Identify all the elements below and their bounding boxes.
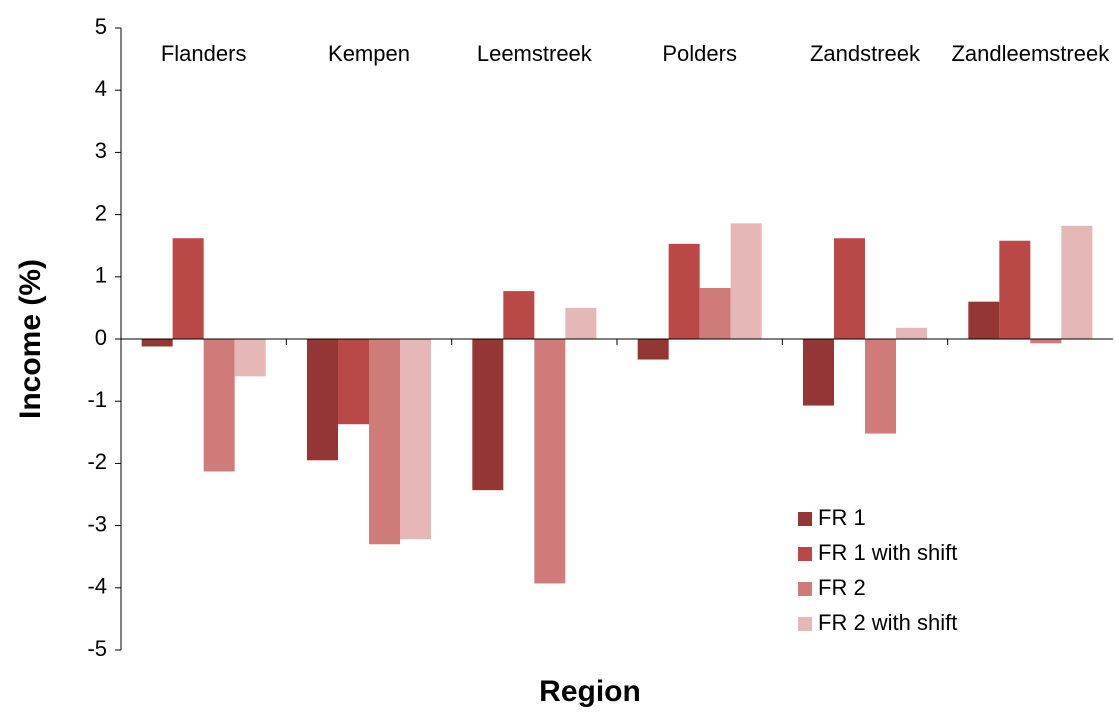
legend-label: FR 1: [818, 505, 866, 530]
bar: [503, 291, 535, 339]
y-tick-label: 3: [95, 138, 107, 163]
legend-swatch: [798, 617, 812, 631]
y-tick-label: 2: [95, 200, 107, 225]
category-label: Flanders: [161, 41, 247, 66]
bar: [369, 339, 400, 545]
y-tick-label: -5: [87, 636, 107, 661]
y-tick-label: -2: [87, 449, 107, 474]
bar: [1030, 339, 1062, 344]
x-axis-title: Region: [539, 675, 641, 708]
bar: [730, 223, 762, 339]
y-tick-label: 1: [95, 263, 107, 288]
y-axis-title: Income (%): [14, 259, 47, 419]
y-tick-label: -1: [87, 387, 107, 412]
bar: [534, 339, 566, 584]
bar: [999, 240, 1031, 339]
bar: [307, 339, 338, 461]
bar: [803, 339, 834, 406]
legend-swatch: [798, 547, 812, 561]
category-label: Polders: [662, 41, 737, 66]
bar: [1061, 225, 1093, 339]
category-label: Kempen: [328, 41, 410, 66]
bar: [141, 339, 173, 347]
bar: [865, 339, 896, 434]
legend-label: FR 1 with shift: [818, 540, 957, 565]
y-tick-label: 4: [95, 76, 107, 101]
category-label: Zandstreek: [810, 41, 921, 66]
y-tick-label: 5: [95, 14, 107, 39]
y-tick-label: -4: [87, 574, 107, 599]
category-label: Leemstreek: [477, 41, 593, 66]
bar: [172, 238, 204, 339]
bar: [234, 339, 266, 377]
bar: [896, 327, 927, 339]
category-label: Zandleemstreek: [951, 41, 1110, 66]
bar: [472, 339, 504, 491]
y-tick-label: 0: [95, 325, 107, 350]
legend-swatch: [798, 582, 812, 596]
legend-swatch: [798, 512, 812, 526]
bar: [668, 243, 700, 339]
bar: [834, 238, 865, 339]
legend-label: FR 2 with shift: [818, 610, 957, 635]
bar: [338, 339, 369, 425]
legend-label: FR 2: [818, 575, 866, 600]
bar: [637, 339, 669, 360]
bar: [400, 339, 431, 540]
bar: [699, 287, 731, 339]
bar: [203, 339, 235, 472]
bar: [565, 307, 597, 339]
bar: [968, 301, 1000, 339]
y-tick-label: -3: [87, 511, 107, 536]
